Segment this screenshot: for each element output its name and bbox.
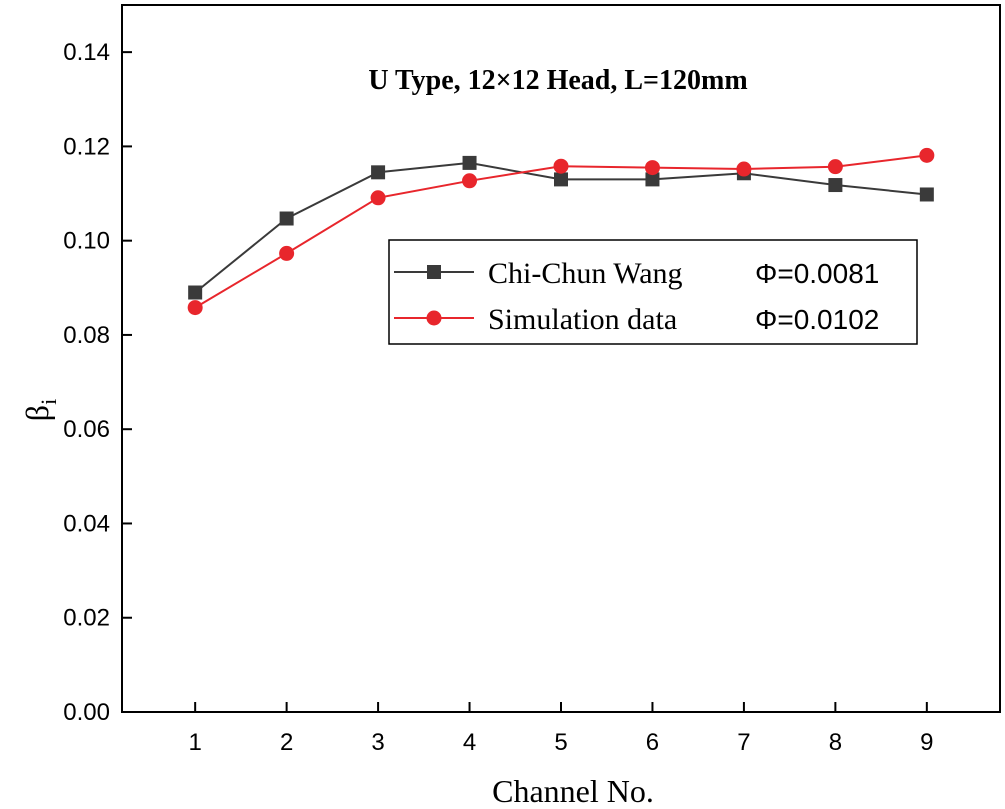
x-tick-label: 1 (188, 729, 201, 756)
x-tick-label: 4 (463, 729, 476, 756)
legend: Chi-Chun Wang Φ=0.0081 Simulation data Φ… (388, 239, 918, 345)
x-tick-label: 5 (554, 729, 567, 756)
legend-box (388, 239, 918, 345)
x-tick-label: 2 (280, 729, 293, 756)
x-tick-label: 9 (920, 729, 933, 756)
y-tick-label: 0.00 (63, 699, 110, 726)
data-point-chi-chun-wang (645, 172, 660, 187)
legend-marker-simulation-data (426, 310, 442, 326)
legend-label-simulation-data: Simulation data (488, 303, 677, 336)
y-tick-label: 0.08 (63, 322, 110, 349)
y-tick-label: 0.02 (63, 605, 110, 632)
legend-phi-simulation-data: Φ=0.0102 (755, 304, 879, 335)
legend-label-chi-chun-wang: Chi-Chun Wang (488, 257, 683, 290)
data-point-simulation-data (827, 159, 843, 175)
y-tick-label: 0.14 (63, 39, 110, 66)
x-tick-label: 3 (371, 729, 384, 756)
legend-phi-chi-chun-wang: Φ=0.0081 (755, 258, 879, 289)
data-point-simulation-data (370, 190, 386, 206)
y-tick-label: 0.12 (63, 133, 110, 160)
y-tick-label: 0.10 (63, 228, 110, 255)
data-point-chi-chun-wang (919, 187, 934, 202)
x-tick-label: 6 (646, 729, 659, 756)
data-point-chi-chun-wang (371, 165, 386, 180)
y-axis-title: βi (19, 399, 61, 421)
svg-text:βi: βi (19, 399, 61, 421)
data-point-chi-chun-wang (828, 178, 843, 193)
y-tick-label: 0.04 (63, 510, 110, 537)
data-point-chi-chun-wang (279, 211, 294, 226)
data-point-simulation-data (644, 160, 660, 176)
legend-marker-chi-chun-wang (427, 265, 441, 279)
y-axis-title-subscript: i (36, 399, 61, 405)
data-point-chi-chun-wang (188, 285, 203, 300)
x-axis-title: Channel No. (492, 773, 654, 809)
y-axis: 0.00 0.02 0.04 0.06 0.08 0.10 0.12 0.14 (63, 39, 132, 726)
data-point-chi-chun-wang (462, 155, 477, 170)
data-point-simulation-data (279, 245, 295, 261)
x-axis: 1 2 3 4 5 6 7 8 9 (188, 702, 934, 756)
x-tick-label: 8 (829, 729, 842, 756)
data-point-simulation-data (462, 173, 478, 189)
y-axis-title-beta: β (19, 405, 55, 421)
y-tick-label: 0.06 (63, 416, 110, 443)
x-tick-label: 7 (737, 729, 750, 756)
plot-frame (121, 4, 1001, 713)
series-layer (187, 147, 935, 316)
data-point-simulation-data (919, 147, 935, 163)
data-point-simulation-data (187, 300, 203, 316)
data-point-simulation-data (553, 158, 569, 174)
chart-title: U Type, 12×12 Head, L=120mm (368, 65, 747, 96)
data-point-chi-chun-wang (554, 172, 568, 187)
data-point-simulation-data (736, 161, 752, 177)
